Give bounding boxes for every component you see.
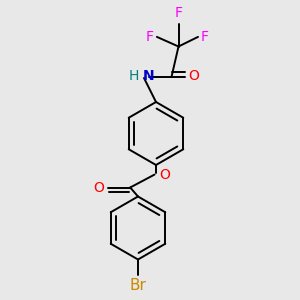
Text: F: F — [201, 30, 209, 44]
Text: F: F — [175, 6, 182, 20]
Text: O: O — [94, 181, 104, 194]
Text: O: O — [159, 168, 170, 182]
Text: H: H — [128, 70, 139, 83]
Text: F: F — [146, 30, 154, 44]
Text: N: N — [142, 70, 154, 83]
Text: Br: Br — [130, 278, 146, 292]
Text: O: O — [188, 70, 199, 83]
